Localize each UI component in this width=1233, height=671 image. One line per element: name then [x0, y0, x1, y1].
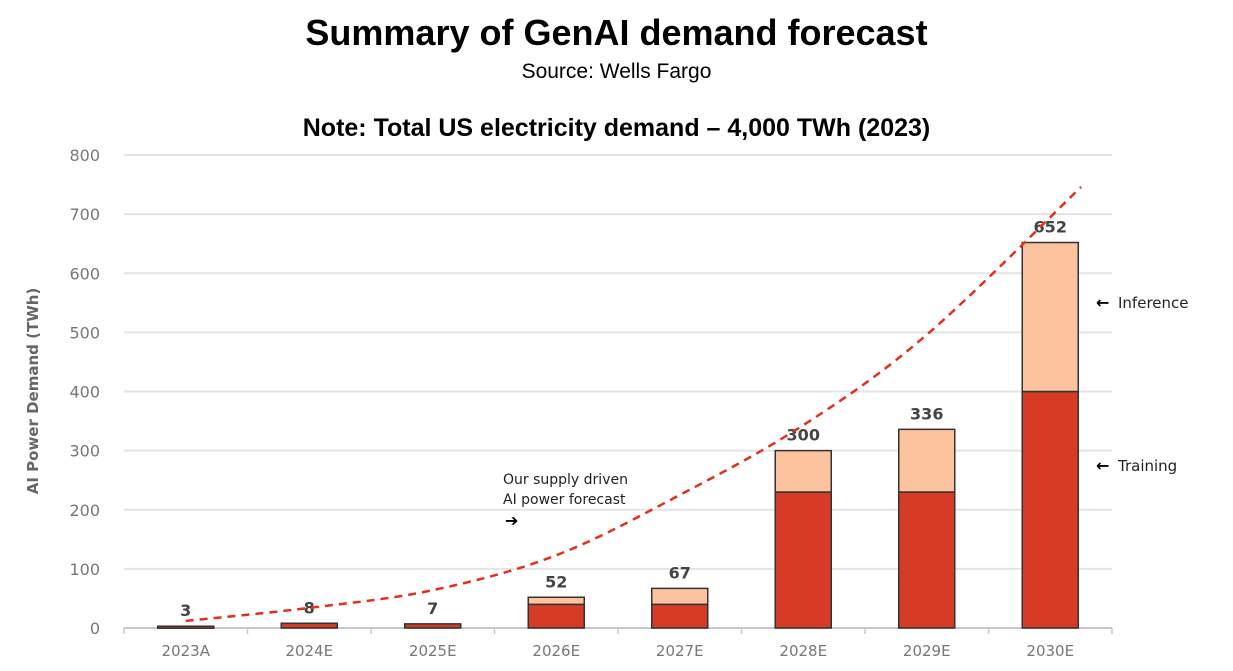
x-tick-label: 2025E [409, 642, 457, 660]
bar-inference [651, 587, 709, 606]
data-label: 52 [545, 572, 567, 591]
forecast-line [185, 186, 1082, 623]
y-tick-label: 400 [69, 383, 100, 402]
bar-training [651, 603, 709, 629]
x-tick-label: 2028E [779, 642, 827, 660]
y-tick-label: 100 [69, 560, 100, 579]
x-tick-label: 2030E [1026, 642, 1074, 660]
bar-training [527, 603, 585, 629]
data-label: 652 [1034, 218, 1067, 237]
data-label: 8 [304, 598, 315, 617]
right-arrow-icon: ➔ [505, 511, 518, 530]
bar-training [280, 622, 338, 629]
bar-inference [1021, 241, 1079, 393]
x-tick-label: 2029E [903, 642, 951, 660]
y-tick-label: 800 [69, 146, 100, 165]
x-tick-label: 2023A [162, 642, 211, 660]
y-tick-label: 200 [69, 501, 100, 520]
x-tick-label: 2027E [656, 642, 704, 660]
x-tick-label: 2024E [285, 642, 333, 660]
data-label: 67 [669, 563, 691, 582]
y-tick-label: 0 [90, 619, 100, 638]
inference-label: Inference [1118, 294, 1189, 312]
y-tick-label: 300 [69, 442, 100, 461]
forecast-annotation: AI power forecast [503, 492, 626, 508]
bar-training [157, 625, 215, 629]
chart-title: Summary of GenAI demand forecast [305, 12, 928, 53]
data-label: 300 [787, 426, 820, 445]
y-axis-label: AI Power Demand (TWh) [24, 288, 42, 495]
training-label: Training [1117, 457, 1177, 475]
bar-inference [898, 428, 956, 493]
left-arrow-icon: ← [1096, 456, 1109, 475]
data-label: 336 [910, 404, 943, 423]
y-tick-label: 700 [69, 205, 100, 224]
bar-inference [527, 596, 585, 606]
y-tick-label: 500 [69, 323, 100, 342]
data-label: 3 [180, 601, 191, 620]
bar-inference [774, 449, 832, 493]
bar-training [774, 491, 832, 629]
data-label: 7 [427, 599, 438, 618]
forecast-annotation: Our supply driven [503, 472, 628, 488]
y-tick-label: 600 [69, 264, 100, 283]
chart-subtitle: Source: Wells Fargo [521, 60, 712, 83]
left-arrow-icon: ← [1096, 293, 1109, 312]
x-tick-label: 2026E [532, 642, 580, 660]
chart-note: Note: Total US electricity demand – 4,00… [302, 114, 931, 142]
bar-training [404, 623, 462, 629]
bar-training [1021, 390, 1079, 629]
bar-training [898, 491, 956, 629]
